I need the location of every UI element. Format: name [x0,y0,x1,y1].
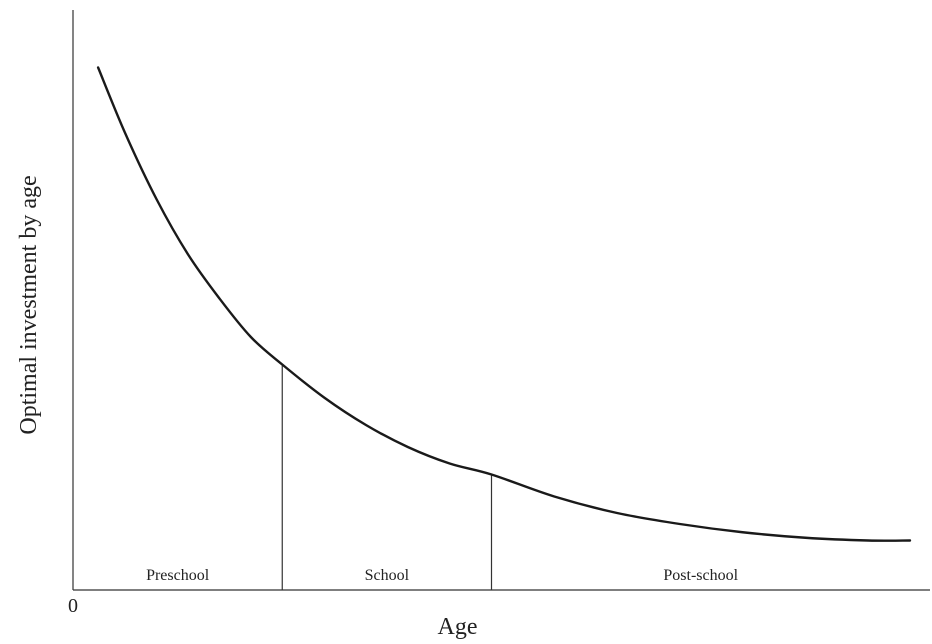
region-label: Post-school [663,567,738,584]
axes [72,10,930,591]
y-axis-label: Optimal investment by age [16,175,42,434]
series-layer [96,66,912,542]
region-label: Preschool [146,567,210,584]
region-label: School [365,567,410,584]
region-labels: Preschool School Post-school [146,567,739,584]
x-tick-label: 0 [68,595,78,617]
investment-curve [96,66,912,542]
region-dividers [281,364,493,590]
x-axis-label: Age [438,614,478,639]
